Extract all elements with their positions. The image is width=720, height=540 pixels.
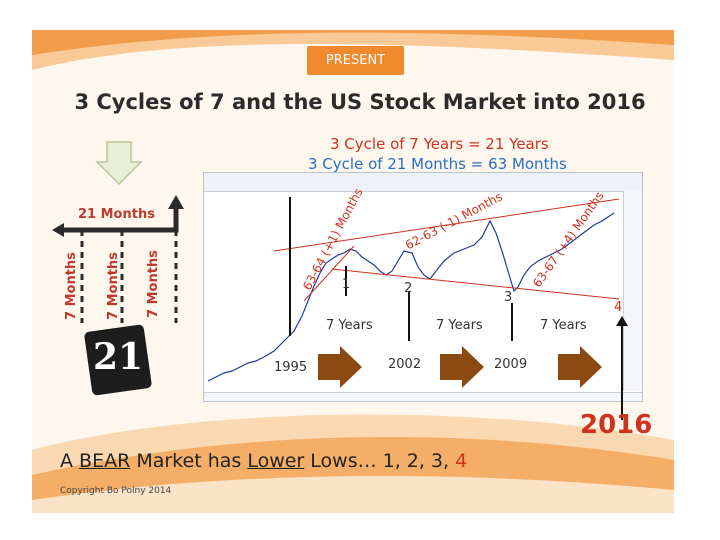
arrow-right-icon [558,346,602,388]
subtitle-years: 3 Cycle of 7 Years = 21 Years [330,135,549,153]
cycle-label-3: 7 Years [540,318,587,333]
bear-market-statement: A BEAR Market has Lower Lows… 1, 2, 3, 4 [60,450,468,472]
chart-y-axis [623,191,642,391]
copyright-text: Copyright Bo Polny 2014 [60,486,172,496]
orange-wave-decoration [32,30,674,513]
arrow-right-icon [440,346,484,388]
year-label-2002: 2002 [388,357,422,372]
months-21-label: 21 Months [78,207,155,222]
chart-header [204,173,642,192]
vertical-label-1: 7 Months [64,252,79,320]
cycle-label-2: 7 Years [436,318,483,333]
year-label-1995: 1995 [274,360,308,375]
low-label-2: 2 [404,281,413,296]
year-label-2009: 2009 [494,357,528,372]
low-label-1: 1 [342,277,351,292]
up-arrow-2016 [616,316,628,420]
vertical-label-2: 7 Months [106,252,121,320]
arrow-right-icon [318,346,362,388]
vertical-label-3: 7 Months [146,250,161,318]
chart-plot [207,197,620,382]
subtitle-months: 3 Cycle of 21 Months = 63 Months [308,155,567,173]
down-arrow-icon [95,141,143,186]
low-label-3: 3 [504,290,513,305]
months-bracket-diagram [52,195,184,323]
chart-x-axis [204,392,642,401]
year-2016-label: 2016 [580,410,653,440]
slide-title: 3 Cycles of 7 and the US Stock Market in… [74,90,646,114]
brown-arrows [318,346,602,388]
present-button[interactable]: PRESENT [307,46,404,75]
cycle-label-1: 7 Years [326,318,373,333]
low-label-4: 4 [614,300,623,315]
card-number: 21 [93,336,144,378]
